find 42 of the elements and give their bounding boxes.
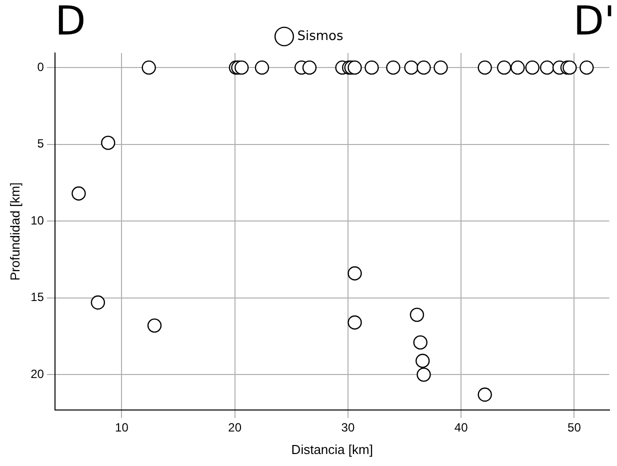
point xyxy=(410,308,424,322)
point xyxy=(404,60,418,75)
x-tick-label: 40 xyxy=(454,420,468,435)
y-tick-label: 10 xyxy=(30,213,44,228)
y-tick-label: 20 xyxy=(30,366,44,381)
point xyxy=(234,60,249,75)
point xyxy=(302,60,317,75)
point xyxy=(386,60,400,75)
point xyxy=(580,60,594,75)
point xyxy=(416,60,431,75)
point xyxy=(525,60,540,75)
y-tick-label: 15 xyxy=(30,290,44,304)
point xyxy=(540,60,554,75)
x-tick-label: 20 xyxy=(228,420,242,435)
point xyxy=(90,295,106,310)
point xyxy=(72,186,86,201)
point xyxy=(348,315,362,330)
point xyxy=(147,318,162,333)
point xyxy=(478,60,492,75)
point xyxy=(416,368,431,382)
y-tick-label: 5 xyxy=(37,136,44,151)
point xyxy=(254,60,270,75)
y-axis-title: Profundidad [km] xyxy=(7,182,22,281)
point xyxy=(142,60,156,75)
legend-label: Sismos xyxy=(297,28,344,44)
x-axis-title: Distancia [km] xyxy=(291,442,373,457)
point xyxy=(434,60,448,75)
x-tick-label: 30 xyxy=(341,420,355,435)
point xyxy=(348,266,362,280)
x-tick-label: 50 xyxy=(568,420,582,435)
y-tick-label: 0 xyxy=(37,60,44,74)
point xyxy=(478,388,492,402)
point xyxy=(101,136,116,150)
point xyxy=(413,335,428,350)
point xyxy=(496,60,512,75)
x-tick-label: 10 xyxy=(115,420,129,435)
point xyxy=(348,60,362,75)
point xyxy=(510,60,525,75)
point xyxy=(416,354,430,368)
point xyxy=(364,60,379,75)
text: D xyxy=(54,0,86,44)
text: D' xyxy=(573,0,615,44)
